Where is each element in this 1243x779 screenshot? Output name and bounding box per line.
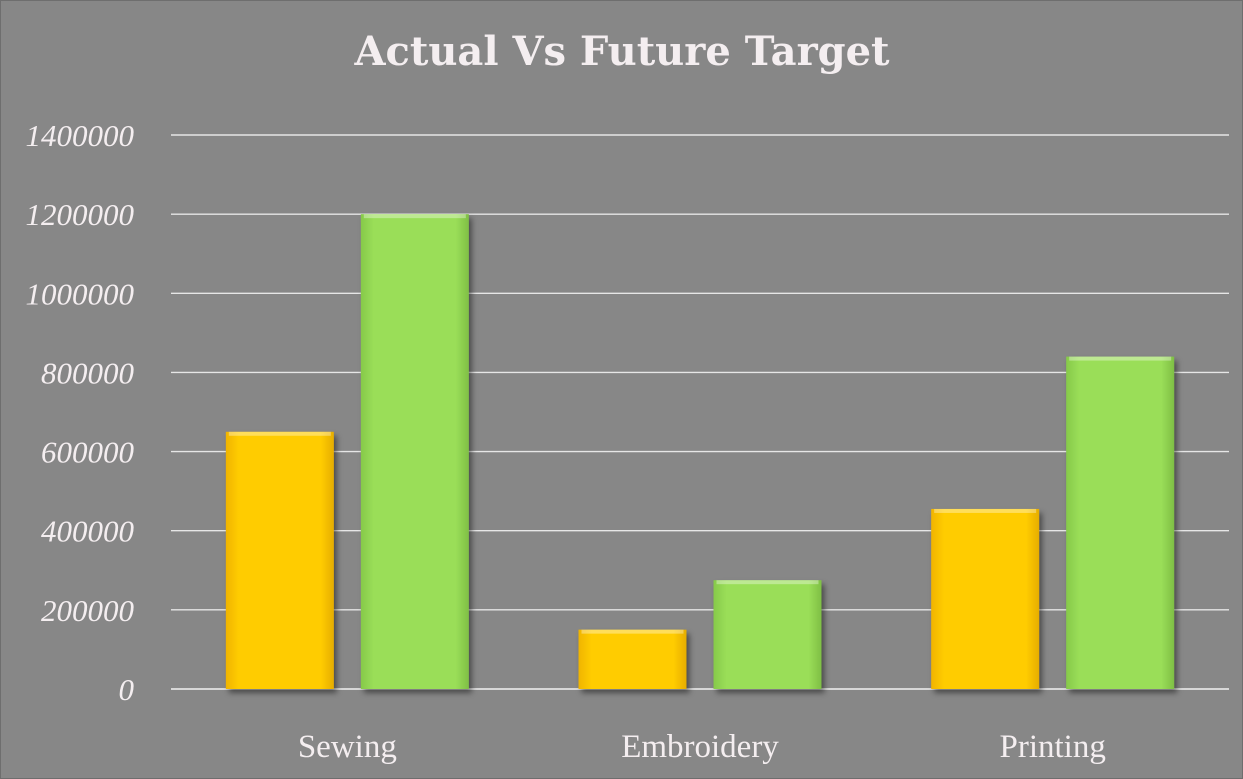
bar-sewing-series1 — [225, 431, 334, 689]
y-tick-label: 1400000 — [26, 118, 135, 153]
x-category-label-printing: Printing — [999, 729, 1105, 765]
y-tick-label: 200000 — [41, 593, 135, 628]
y-tick-label: 600000 — [41, 435, 135, 470]
bar-top-highlight — [581, 629, 684, 634]
gridlines — [171, 134, 1229, 690]
bar-top-highlight — [228, 431, 331, 436]
bar-embroidery-series2 — [713, 580, 822, 689]
bar-top-highlight — [934, 508, 1037, 513]
bar-embroidery-series1 — [578, 629, 687, 689]
y-axis-tick-labels: 0 200000 400000 600000 800000 1000000 1200000 1… — [26, 118, 135, 707]
chart-title: Actual Vs Future Target — [353, 28, 890, 75]
bar-printing-series1 — [931, 508, 1040, 689]
x-category-label-embroidery: Embroidery — [621, 729, 779, 765]
bar-top-highlight — [1069, 356, 1172, 361]
bar-sewing-series2 — [360, 214, 469, 689]
bar-top-highlight — [363, 214, 466, 219]
y-tick-label: 0 — [119, 672, 135, 707]
y-tick-label: 1000000 — [26, 276, 135, 311]
x-axis-category-labels: Sewing Embroidery Printing — [298, 729, 1106, 765]
x-category-label-sewing: Sewing — [298, 729, 397, 765]
bar-top-highlight — [716, 580, 819, 585]
bars — [225, 214, 1175, 689]
y-tick-label: 800000 — [41, 355, 135, 390]
bar-printing-series2 — [1066, 356, 1175, 689]
y-tick-label: 1200000 — [26, 197, 135, 232]
y-tick-label: 400000 — [41, 514, 135, 549]
